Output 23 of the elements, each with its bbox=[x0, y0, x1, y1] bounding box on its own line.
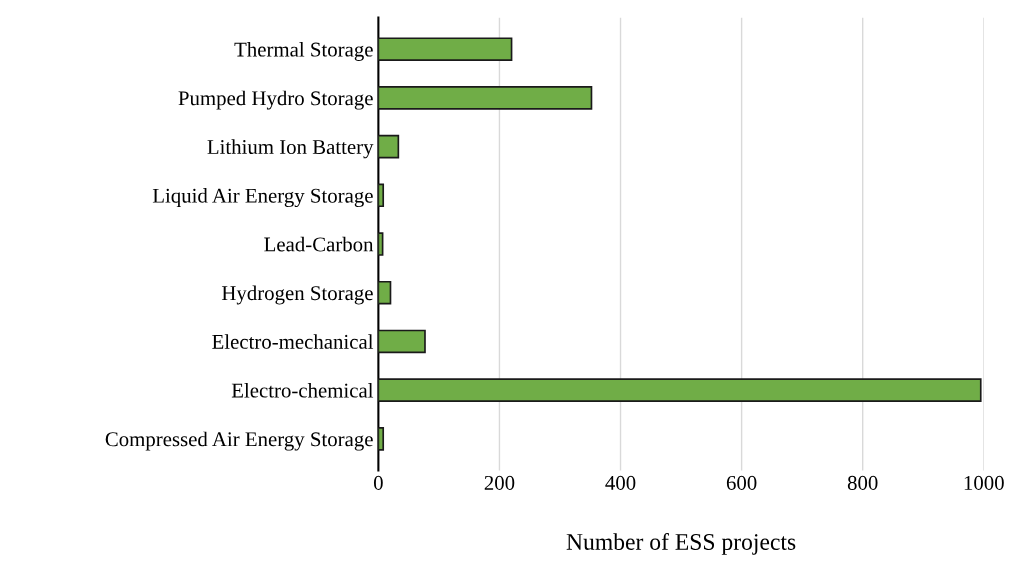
bar bbox=[378, 86, 593, 110]
y-tick-label: Electro-mechanical bbox=[212, 334, 374, 349]
bar bbox=[378, 134, 400, 159]
bar bbox=[378, 37, 513, 61]
x-tick-label: 600 bbox=[726, 475, 757, 490]
y-tick-label: Electro-chemical bbox=[231, 382, 374, 398]
y-tick-label: Pumped Hydro Storage bbox=[178, 90, 373, 110]
y-tick-label: Hydrogen Storage bbox=[221, 285, 373, 305]
x-tick-label: 800 bbox=[847, 475, 878, 490]
bar bbox=[378, 427, 385, 451]
y-tick-label: Thermal Storage bbox=[234, 41, 373, 61]
bar bbox=[378, 378, 982, 402]
x-tick-label: 200 bbox=[484, 475, 515, 490]
y-tick-label: Compressed Air Energy Storage bbox=[105, 431, 373, 451]
x-tick-label: 0 bbox=[373, 475, 383, 490]
x-tick-label: 400 bbox=[605, 475, 636, 490]
x-tick-label: 1000 bbox=[964, 475, 1004, 490]
bar bbox=[378, 329, 426, 354]
y-tick-label: Liquid Air Energy Storage bbox=[152, 188, 373, 208]
x-axis-title: Number of ESS projects bbox=[566, 533, 796, 555]
bar bbox=[378, 280, 392, 305]
y-tick-label: Lead-Carbon bbox=[264, 236, 374, 252]
y-tick-label: Lithium Ion Battery bbox=[207, 139, 374, 159]
